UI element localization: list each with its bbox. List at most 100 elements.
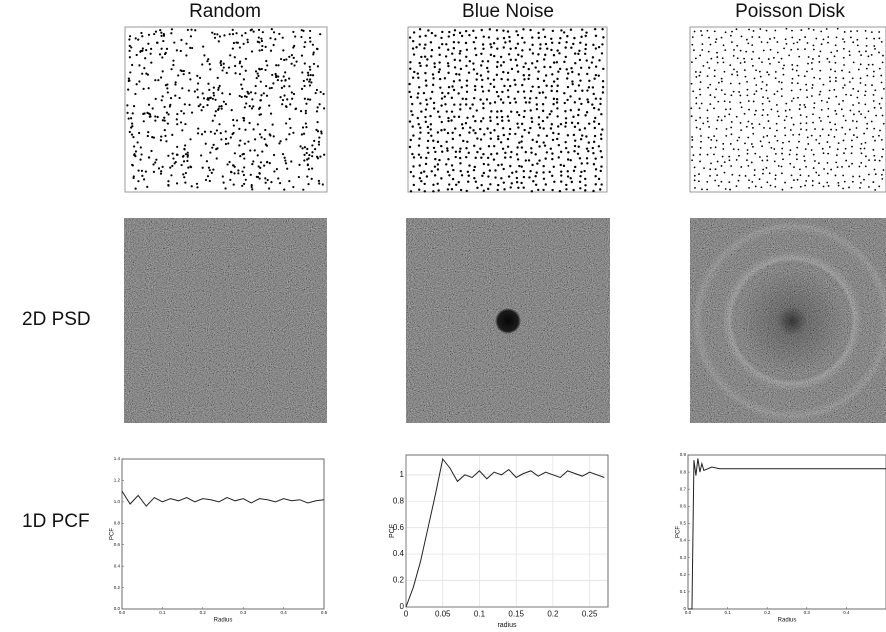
row-label: 2D PSD: [22, 309, 91, 330]
sample-point: [521, 83, 524, 87]
sample-point: [468, 131, 471, 134]
sample-point: [523, 78, 526, 81]
sample-point: [581, 134, 584, 137]
sample-point: [691, 36, 694, 39]
sample-point: [235, 32, 238, 35]
sample-point: [583, 169, 586, 173]
sample-point: [819, 134, 822, 137]
sample-point: [166, 83, 169, 86]
sample-point: [322, 107, 326, 110]
sample-point: [175, 49, 178, 52]
sample-point: [440, 42, 444, 46]
sample-point: [745, 50, 748, 53]
sample-point: [798, 108, 801, 110]
sample-point: [524, 159, 528, 162]
sample-point: [780, 165, 783, 168]
sample-point: [550, 41, 554, 45]
sample-point: [527, 67, 530, 71]
sample-point: [522, 28, 525, 31]
sample-point: [147, 156, 151, 159]
sample-point: [183, 147, 186, 151]
sample-point: [562, 31, 566, 34]
sample-point: [537, 70, 540, 73]
sample-point: [454, 150, 458, 153]
sample-point: [443, 77, 447, 80]
sample-point: [408, 90, 411, 94]
sample-point: [858, 50, 861, 53]
sample-point: [762, 96, 764, 99]
sample-point: [495, 29, 499, 32]
sample-point: [762, 136, 765, 138]
sample-point: [570, 46, 573, 49]
sample-point: [522, 65, 525, 69]
sample-point: [472, 40, 476, 44]
sample-point: [233, 152, 236, 155]
sample-point: [162, 34, 166, 37]
sample-point: [550, 37, 553, 41]
sample-point: [409, 170, 413, 174]
sample-point: [409, 190, 413, 193]
sample-point: [474, 131, 477, 135]
sample-point: [232, 118, 235, 122]
sample-point: [537, 53, 540, 56]
y-tick-label: 0.7: [680, 486, 687, 491]
sample-point: [507, 53, 511, 56]
sample-point: [551, 188, 554, 192]
sample-point: [468, 164, 471, 167]
sample-point: [289, 126, 292, 130]
sample-point: [238, 94, 241, 98]
sample-point: [827, 152, 830, 155]
sample-point: [776, 129, 778, 132]
sample-point: [695, 76, 698, 78]
y-tick-label: 0: [683, 606, 686, 611]
sample-point: [443, 95, 446, 98]
sample-point: [445, 163, 448, 166]
sample-point: [209, 151, 212, 154]
sample-point: [453, 115, 456, 118]
sample-point: [517, 126, 520, 129]
sample-point: [873, 106, 876, 109]
sample-point: [174, 81, 177, 84]
sample-point: [534, 175, 537, 178]
sample-point: [222, 181, 225, 184]
sample-point: [812, 121, 814, 124]
sample-point: [690, 107, 693, 110]
sample-point: [797, 74, 800, 77]
sample-point: [594, 65, 598, 68]
sample-point: [799, 104, 801, 106]
sample-point: [717, 81, 720, 84]
sample-point: [191, 46, 194, 50]
sample-point: [459, 67, 463, 71]
sample-point: [569, 177, 572, 180]
sample-point: [308, 65, 311, 68]
sample-point: [774, 178, 777, 180]
sample-point: [548, 112, 552, 116]
sample-point: [553, 180, 556, 183]
sample-point: [443, 128, 446, 131]
sample-point: [154, 97, 157, 100]
sample-point: [154, 119, 157, 122]
sample-point: [215, 157, 218, 160]
sample-point: [761, 102, 764, 105]
sample-point: [482, 102, 485, 105]
sample-point: [309, 29, 312, 33]
sample-point: [458, 79, 461, 82]
sample-point: [231, 28, 234, 31]
sample-point: [729, 108, 732, 110]
sample-point: [762, 168, 765, 171]
sample-point: [752, 126, 754, 129]
sample-point: [537, 116, 541, 119]
sample-point: [465, 48, 469, 51]
sample-point: [583, 127, 587, 130]
sample-point: [541, 103, 545, 106]
sample-point: [714, 146, 717, 149]
sample-point: [739, 101, 742, 104]
sample-point: [799, 168, 801, 171]
sample-point: [489, 183, 492, 186]
sample-point: [691, 139, 694, 141]
sample-point: [859, 63, 862, 66]
sample-point: [506, 115, 510, 118]
sample-point: [796, 64, 799, 67]
sample-point: [759, 140, 762, 143]
sample-point: [805, 115, 808, 118]
